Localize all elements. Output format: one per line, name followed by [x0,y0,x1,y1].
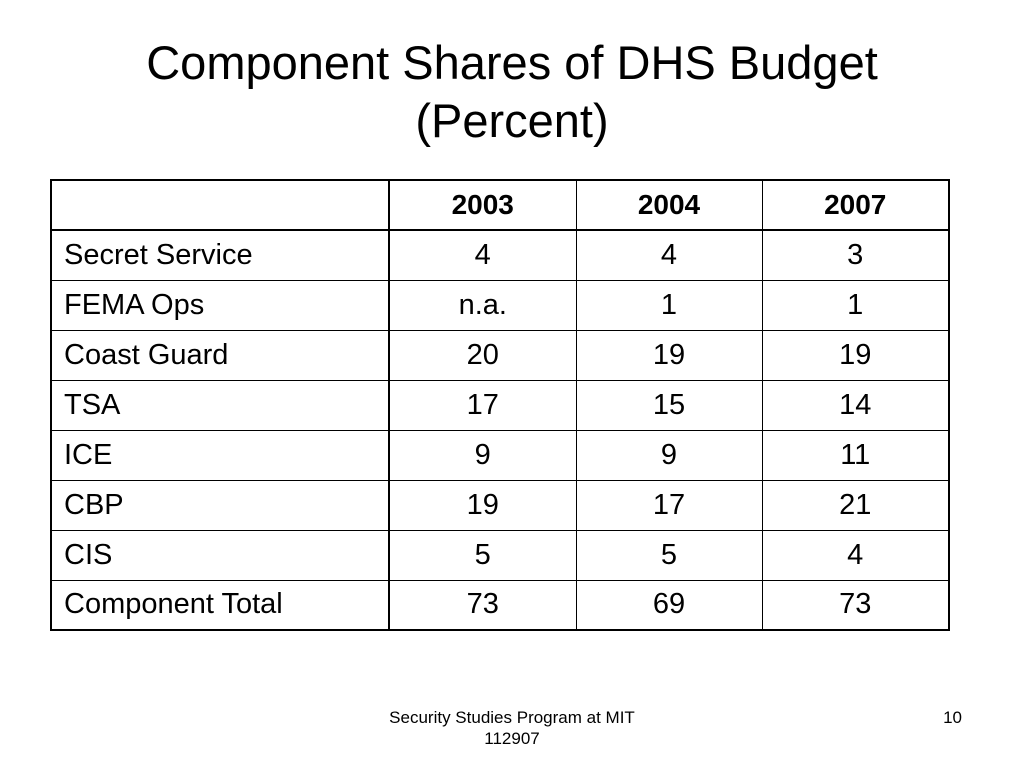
row-label: TSA [50,379,390,431]
slide-title-line-2: (Percent) [415,94,609,147]
table-cell: 21 [761,479,950,531]
table-corner-cell [50,179,390,231]
table-header-row: 2003 2004 2007 [50,179,950,231]
table-cell: 4 [388,229,577,281]
row-label: CBP [50,479,390,531]
row-label: FEMA Ops [50,279,390,331]
budget-shares-table: 2003 2004 2007 Secret Service 4 4 3 FEMA… [50,179,950,631]
table-row: FEMA Ops n.a. 1 1 [50,279,950,331]
table-cell: 9 [388,429,577,481]
table-cell: 20 [388,329,577,381]
table-cell: 11 [761,429,950,481]
table-row: CIS 5 5 4 [50,529,950,581]
table-cell: 1 [575,279,763,331]
table-cell: n.a. [388,279,577,331]
table-cell: 19 [575,329,763,381]
slide-title-line-1: Component Shares of DHS Budget [146,36,878,89]
footer-line-2: 112907 [484,729,540,748]
table-row: TSA 17 15 14 [50,379,950,431]
column-header: 2007 [761,179,950,231]
footer-line-1: Security Studies Program at MIT [389,708,635,727]
table-cell: 19 [761,329,950,381]
table-cell: 5 [388,529,577,581]
table-row: ICE 9 9 11 [50,429,950,481]
table-cell: 73 [761,579,950,631]
row-label: Secret Service [50,229,390,281]
column-header: 2003 [388,179,577,231]
table-cell: 1 [761,279,950,331]
table-cell: 17 [575,479,763,531]
table-row: Coast Guard 20 19 19 [50,329,950,381]
table-cell: 14 [761,379,950,431]
slide-footer: Security Studies Program at MIT 112907 [312,707,712,749]
table-cell: 19 [388,479,577,531]
table-cell: 15 [575,379,763,431]
row-label: CIS [50,529,390,581]
page-number: 10 [943,708,962,727]
column-header: 2004 [575,179,763,231]
slide-title: Component Shares of DHS Budget (Percent) [0,34,1024,150]
row-label: ICE [50,429,390,481]
table-cell: 3 [761,229,950,281]
table-cell: 9 [575,429,763,481]
table-cell: 4 [575,229,763,281]
table-cell: 69 [575,579,763,631]
table-cell: 4 [761,529,950,581]
row-label: Coast Guard [50,329,390,381]
table-cell: 73 [388,579,577,631]
table-cell: 5 [575,529,763,581]
table-row: CBP 19 17 21 [50,479,950,531]
table-cell: 17 [388,379,577,431]
table-row: Component Total 73 69 73 [50,579,950,631]
table-row: Secret Service 4 4 3 [50,229,950,281]
row-label: Component Total [50,579,390,631]
